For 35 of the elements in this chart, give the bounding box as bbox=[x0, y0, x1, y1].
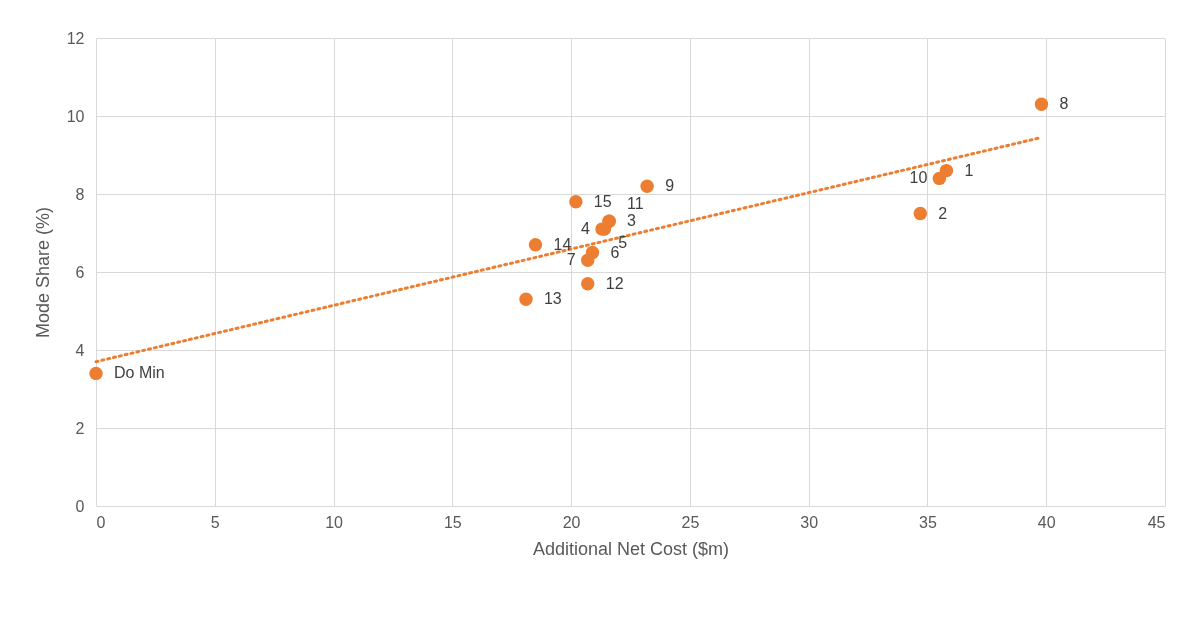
annotation: 12 bbox=[605, 274, 624, 292]
annotation: 13 bbox=[543, 290, 562, 308]
y-tick-label: 4 bbox=[75, 341, 85, 359]
annotation: 8 bbox=[1059, 95, 1069, 113]
x-tick-label: 30 bbox=[800, 513, 819, 531]
annotation: 1 bbox=[964, 161, 974, 179]
x-tick-label: 5 bbox=[210, 513, 220, 531]
y-tick-label: 8 bbox=[75, 185, 85, 203]
y-tick-label: 2 bbox=[75, 419, 85, 437]
annotation: 14 bbox=[553, 235, 572, 253]
x-axis-title: Additional Net Cost ($m) bbox=[532, 538, 730, 559]
annotation: 5 bbox=[618, 234, 628, 252]
x-tick-label: 35 bbox=[919, 513, 937, 531]
x-tick-label: 10 bbox=[325, 513, 344, 531]
x-tick-label: 45 bbox=[1147, 513, 1166, 531]
annotation: 3 bbox=[627, 212, 637, 230]
y-tick-label: 10 bbox=[66, 107, 85, 125]
x-tick-label: 20 bbox=[562, 513, 581, 531]
annotation: Do Min bbox=[114, 364, 165, 382]
y-tick-label: 12 bbox=[66, 29, 85, 47]
annotation: 10 bbox=[909, 169, 928, 187]
y-tick-label: 6 bbox=[75, 263, 85, 281]
annotation: 7 bbox=[566, 251, 576, 269]
y-axis-title: Mode Share (%) bbox=[32, 206, 53, 339]
x-tick-label: 40 bbox=[1037, 513, 1056, 531]
annotation: 15 bbox=[593, 192, 612, 210]
annotation: 11 bbox=[627, 195, 644, 213]
annotation: 6 bbox=[610, 243, 620, 261]
annotation: 9 bbox=[665, 177, 675, 195]
x-tick-label: 15 bbox=[443, 513, 462, 531]
annotation: 4 bbox=[581, 220, 591, 238]
x-tick-label: 25 bbox=[681, 513, 700, 531]
y-tick-label: 0 bbox=[75, 497, 85, 515]
annotation: 2 bbox=[938, 204, 948, 222]
x-tick-label: 0 bbox=[96, 513, 106, 531]
